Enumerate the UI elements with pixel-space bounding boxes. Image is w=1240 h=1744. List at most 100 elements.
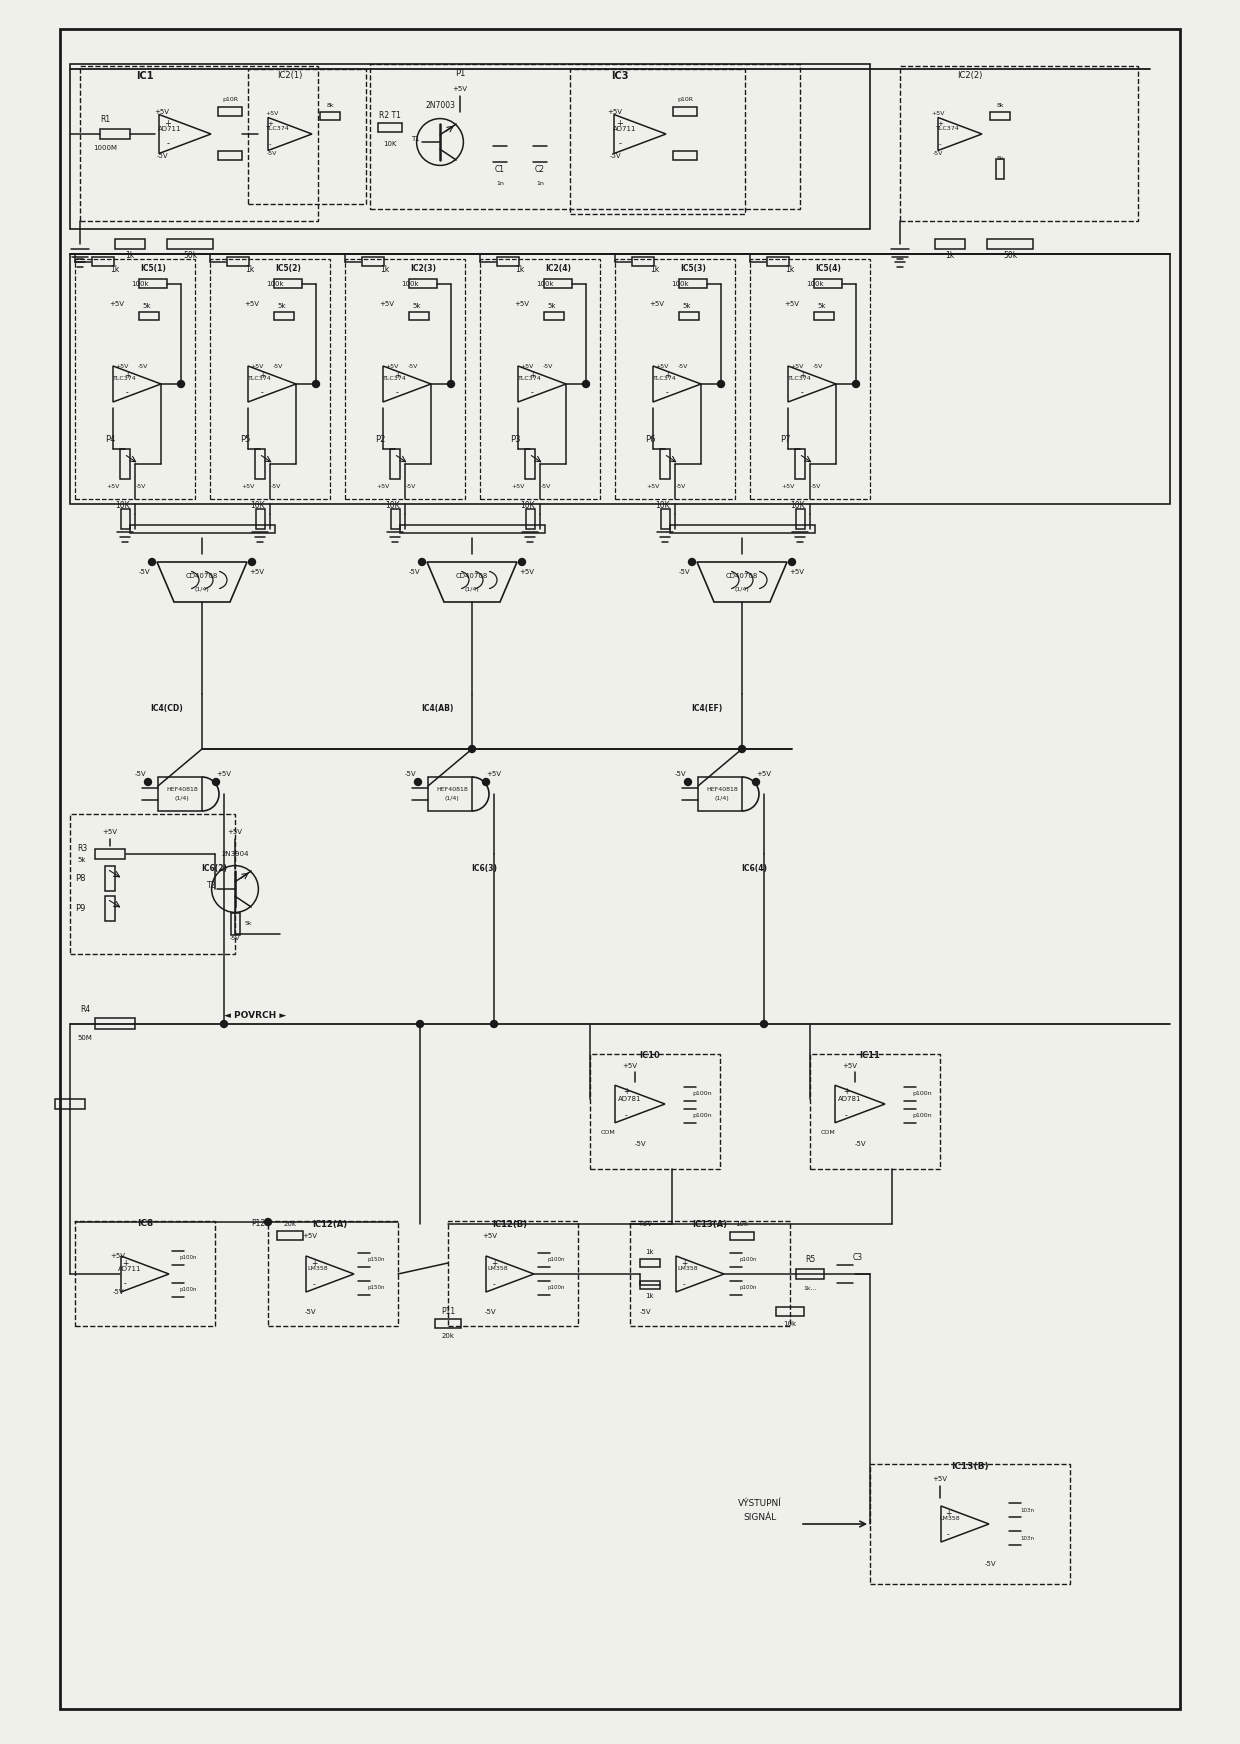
- Text: +: +: [622, 1088, 629, 1097]
- Text: p150n: p150n: [367, 1285, 384, 1291]
- Text: +5V: +5V: [781, 483, 795, 488]
- Bar: [590, 1053, 720, 1168]
- Bar: [391, 448, 401, 480]
- Bar: [74, 260, 195, 499]
- Text: TLC374: TLC374: [267, 127, 290, 131]
- Bar: [810, 1053, 940, 1168]
- Text: 1k: 1k: [785, 265, 795, 274]
- Circle shape: [448, 380, 455, 387]
- Text: IC4(EF): IC4(EF): [692, 705, 723, 713]
- Bar: [640, 1282, 660, 1289]
- Circle shape: [212, 778, 219, 785]
- Text: 1000M: 1000M: [93, 145, 117, 152]
- Text: -5V: -5V: [138, 569, 150, 576]
- Text: (1/4): (1/4): [465, 586, 480, 591]
- Bar: [795, 448, 805, 480]
- Circle shape: [145, 778, 151, 785]
- Text: P3: P3: [510, 434, 521, 443]
- Bar: [996, 159, 1004, 180]
- Text: HEF40818: HEF40818: [436, 788, 467, 792]
- Text: +5V: +5V: [622, 1064, 637, 1069]
- Text: -: -: [492, 1280, 495, 1289]
- Text: +5V: +5V: [376, 483, 389, 488]
- Text: 1k: 1k: [110, 265, 119, 274]
- Bar: [115, 239, 145, 249]
- Text: P4: P4: [105, 434, 115, 443]
- Text: +5V: +5V: [646, 483, 660, 488]
- Text: IC6(2): IC6(2): [201, 865, 227, 874]
- Text: +5V: +5V: [521, 363, 533, 368]
- Text: 1n: 1n: [536, 181, 544, 187]
- Text: -5V: -5V: [270, 483, 281, 488]
- Bar: [74, 1221, 215, 1325]
- Text: +5V: +5V: [110, 1252, 125, 1259]
- Text: +5V: +5V: [931, 112, 945, 117]
- Text: 20k: 20k: [284, 1221, 296, 1228]
- Text: LM358: LM358: [487, 1266, 508, 1271]
- Text: HEF40818: HEF40818: [166, 788, 198, 792]
- Text: LM358: LM358: [940, 1517, 960, 1521]
- Text: -: -: [625, 1111, 627, 1120]
- Text: +: +: [799, 370, 805, 380]
- Text: IC2(1): IC2(1): [278, 72, 303, 80]
- Text: +: +: [267, 120, 273, 127]
- Text: LM358: LM358: [678, 1266, 698, 1271]
- Text: +5V: +5V: [103, 828, 118, 835]
- Circle shape: [417, 1020, 424, 1027]
- Text: 8k: 8k: [996, 103, 1004, 108]
- Text: -5V: -5V: [229, 937, 241, 942]
- Text: 1k: 1k: [516, 265, 525, 274]
- Text: +5V: +5V: [790, 363, 804, 368]
- Bar: [157, 778, 202, 811]
- Bar: [698, 778, 742, 811]
- Text: 5k: 5k: [78, 856, 87, 863]
- Text: +: +: [311, 1259, 317, 1268]
- Bar: [120, 448, 130, 480]
- Text: p100n: p100n: [180, 1256, 197, 1261]
- Text: -5V: -5V: [678, 569, 689, 576]
- Text: +: +: [937, 120, 942, 127]
- Text: -: -: [939, 141, 941, 146]
- Text: 10K: 10K: [383, 141, 397, 146]
- Text: R5: R5: [805, 1256, 815, 1264]
- Text: (1/4): (1/4): [714, 797, 729, 802]
- Text: TLC374: TLC374: [653, 377, 677, 382]
- Text: 5k: 5k: [548, 303, 557, 309]
- Circle shape: [469, 745, 475, 752]
- Text: -5V: -5V: [985, 1561, 996, 1568]
- Text: IC1: IC1: [136, 72, 154, 80]
- Text: P12: P12: [250, 1219, 265, 1228]
- Text: +5V: +5V: [265, 112, 279, 117]
- Bar: [670, 525, 815, 534]
- Text: +: +: [165, 120, 171, 129]
- Text: 8k: 8k: [326, 103, 334, 108]
- Bar: [730, 1231, 754, 1240]
- Text: P5: P5: [239, 434, 250, 443]
- Text: CD40708: CD40708: [186, 574, 218, 579]
- Text: AD711: AD711: [159, 126, 182, 133]
- Bar: [497, 258, 520, 267]
- Circle shape: [684, 778, 692, 785]
- Bar: [391, 509, 399, 528]
- Text: -5V: -5V: [273, 363, 283, 368]
- Bar: [673, 152, 697, 160]
- Text: C2: C2: [534, 166, 546, 174]
- Text: 2N3904: 2N3904: [221, 851, 249, 856]
- Text: +5V: +5V: [107, 483, 120, 488]
- Text: TLC374: TLC374: [518, 377, 542, 382]
- Text: p100n: p100n: [547, 1257, 564, 1263]
- Text: TLC374: TLC374: [789, 377, 812, 382]
- Text: -5V: -5V: [112, 1289, 124, 1296]
- Text: C3: C3: [853, 1254, 863, 1263]
- Bar: [768, 258, 789, 267]
- Text: p100n: p100n: [739, 1257, 756, 1263]
- Circle shape: [491, 1020, 497, 1027]
- Text: +: +: [663, 370, 670, 380]
- Text: +5V: +5V: [249, 569, 264, 576]
- Text: 1k: 1k: [381, 265, 389, 274]
- Bar: [813, 279, 842, 288]
- Bar: [526, 509, 534, 528]
- Bar: [680, 312, 699, 319]
- Bar: [544, 312, 564, 319]
- Bar: [95, 849, 125, 860]
